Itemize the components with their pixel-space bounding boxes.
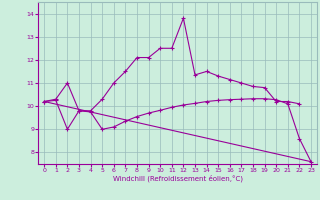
X-axis label: Windchill (Refroidissement éolien,°C): Windchill (Refroidissement éolien,°C) xyxy=(113,175,243,182)
